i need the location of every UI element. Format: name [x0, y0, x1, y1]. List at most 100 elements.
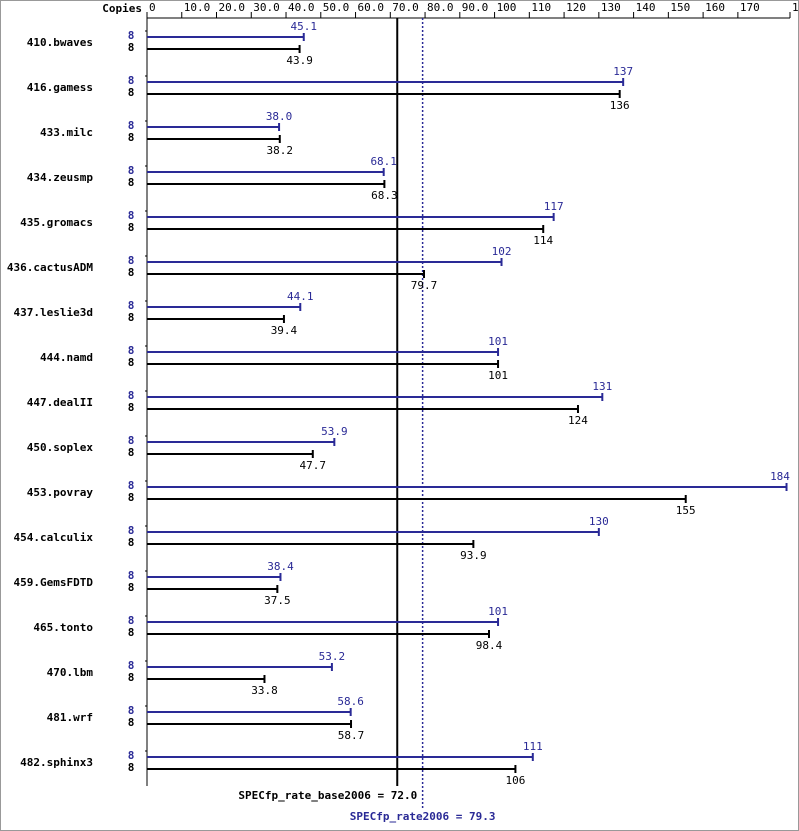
value-label: 155 [676, 504, 696, 517]
copies-label: 8 [128, 356, 135, 369]
benchmark-label: 465.tonto [33, 621, 93, 634]
copies-label: 8 [128, 581, 135, 594]
x-tick-label: 30.0 [253, 1, 280, 14]
copies-label: 8 [128, 401, 135, 414]
copies-label: 8 [128, 716, 135, 729]
benchmark-label: 453.povray [27, 486, 94, 499]
value-label: 45.1 [291, 20, 318, 33]
value-label: 184 [770, 470, 790, 483]
value-label: 44.1 [287, 290, 314, 303]
copies-label: 8 [128, 446, 135, 459]
value-label: 124 [568, 414, 588, 427]
value-label: 106 [505, 774, 525, 787]
value-label: 38.2 [267, 144, 294, 157]
copies-label: 8 [128, 176, 135, 189]
copies-label: 8 [128, 164, 135, 177]
value-label: 47.7 [300, 459, 327, 472]
x-tick-label: 10.0 [184, 1, 211, 14]
copies-label: 8 [128, 131, 135, 144]
reference-label: SPECfp_rate2006 = 79.3 [350, 810, 496, 823]
copies-label: 8 [128, 119, 135, 132]
benchmark-label: 482.sphinx3 [20, 756, 93, 769]
value-label: 68.1 [370, 155, 397, 168]
copies-label: 8 [128, 299, 135, 312]
value-label: 117 [544, 200, 564, 213]
value-label: 93.9 [460, 549, 487, 562]
value-label: 137 [613, 65, 633, 78]
x-tick-label: 50.0 [323, 1, 350, 14]
benchmark-label: 433.milc [40, 126, 93, 139]
value-label: 111 [523, 740, 543, 753]
copies-label: 8 [128, 389, 135, 402]
copies-label: 8 [128, 479, 135, 492]
copies-label: 8 [128, 626, 135, 639]
x-tick-label: 70.0 [392, 1, 419, 14]
x-tick-label: 110 [531, 1, 551, 14]
x-tick-label: 100 [497, 1, 517, 14]
copies-label: 8 [128, 344, 135, 357]
value-label: 130 [589, 515, 609, 528]
benchmark-label: 416.gamess [27, 81, 93, 94]
value-label: 43.9 [286, 54, 313, 67]
value-label: 131 [592, 380, 612, 393]
benchmark-label: 436.cactusADM [7, 261, 93, 274]
benchmark-label: 444.namd [40, 351, 93, 364]
copies-label: 8 [128, 266, 135, 279]
x-tick-label: 185 [792, 1, 799, 14]
x-tick-label: 170 [740, 1, 760, 14]
x-tick-label: 40.0 [288, 1, 315, 14]
benchmark-label: 481.wrf [47, 711, 93, 724]
copies-label: 8 [128, 41, 135, 54]
x-tick-label: 60.0 [358, 1, 385, 14]
copies-header: Copies [102, 2, 142, 15]
value-label: 79.7 [411, 279, 438, 292]
value-label: 53.9 [321, 425, 348, 438]
copies-label: 8 [128, 209, 135, 222]
copies-label: 8 [128, 74, 135, 87]
value-label: 101 [488, 605, 508, 618]
copies-label: 8 [128, 761, 135, 774]
benchmark-label: 447.dealII [27, 396, 93, 409]
value-label: 136 [610, 99, 630, 112]
value-label: 38.0 [266, 110, 293, 123]
value-label: 33.8 [251, 684, 278, 697]
value-label: 101 [488, 369, 508, 382]
x-tick-label: 160 [705, 1, 725, 14]
x-tick-label: 20.0 [219, 1, 246, 14]
copies-label: 8 [128, 29, 135, 42]
benchmark-label: 435.gromacs [20, 216, 93, 229]
value-label: 101 [488, 335, 508, 348]
copies-label: 8 [128, 569, 135, 582]
value-label: 39.4 [271, 324, 298, 337]
x-tick-label: 80.0 [427, 1, 454, 14]
copies-label: 8 [128, 749, 135, 762]
copies-label: 8 [128, 254, 135, 267]
value-label: 37.5 [264, 594, 291, 607]
x-tick-label: 90.0 [462, 1, 489, 14]
copies-label: 8 [128, 671, 135, 684]
copies-label: 8 [128, 221, 135, 234]
copies-label: 8 [128, 524, 135, 537]
copies-label: 8 [128, 659, 135, 672]
x-tick-label: 0 [149, 1, 156, 14]
copies-label: 8 [128, 536, 135, 549]
x-tick-label: 140 [636, 1, 656, 14]
value-label: 38.4 [267, 560, 294, 573]
benchmark-label: 454.calculix [14, 531, 94, 544]
x-tick-label: 150 [670, 1, 690, 14]
copies-label: 8 [128, 86, 135, 99]
copies-label: 8 [128, 614, 135, 627]
benchmark-label: 450.soplex [27, 441, 94, 454]
value-label: 102 [492, 245, 512, 258]
x-tick-label: 120 [566, 1, 586, 14]
value-label: 53.2 [319, 650, 346, 663]
copies-label: 8 [128, 311, 135, 324]
copies-label: 8 [128, 491, 135, 504]
reference-label: SPECfp_rate_base2006 = 72.0 [238, 789, 417, 802]
copies-label: 8 [128, 704, 135, 717]
value-label: 114 [533, 234, 553, 247]
benchmark-label: 470.lbm [47, 666, 94, 679]
value-label: 98.4 [476, 639, 503, 652]
